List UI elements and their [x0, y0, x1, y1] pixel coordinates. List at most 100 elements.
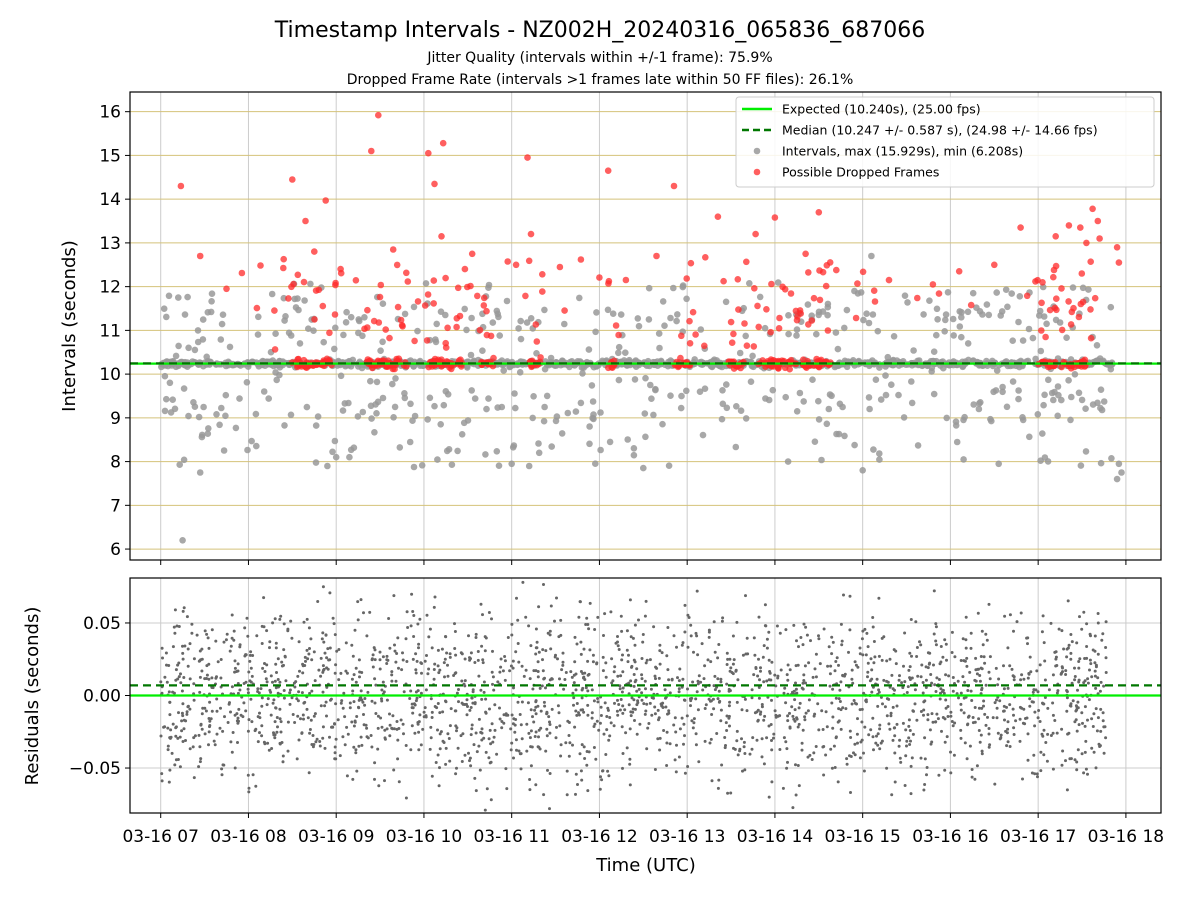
- interval-point: [1036, 307, 1044, 315]
- intervals-plot-frame: [129, 91, 1162, 561]
- residual-point: [1003, 614, 1007, 618]
- residual-point: [499, 665, 503, 669]
- residual-point: [446, 663, 449, 667]
- residual-point: [378, 650, 382, 654]
- residual-point: [852, 699, 856, 702]
- residual-point: [629, 635, 633, 639]
- residual-point: [455, 726, 459, 730]
- residual-point: [171, 645, 175, 649]
- residual-point: [278, 680, 282, 684]
- residual-point: [725, 651, 729, 655]
- residual-point: [909, 739, 912, 743]
- residual-point: [875, 677, 879, 681]
- residual-point: [254, 784, 258, 788]
- residual-point: [640, 657, 644, 660]
- residual-point: [1033, 772, 1037, 776]
- residual-point: [160, 772, 164, 776]
- residual-point: [575, 702, 579, 705]
- residual-point: [524, 615, 528, 619]
- residual-point: [180, 729, 184, 733]
- residual-point: [953, 721, 957, 725]
- residual-point: [653, 674, 657, 678]
- interval-point: [930, 390, 938, 398]
- residual-point: [881, 702, 884, 706]
- residual-point: [413, 731, 417, 735]
- residual-point: [932, 663, 935, 667]
- residual-point: [274, 706, 278, 710]
- residual-point: [895, 704, 899, 708]
- residual-point: [574, 772, 578, 776]
- residual-point: [273, 720, 277, 724]
- residual-point: [245, 616, 249, 620]
- residual-point: [797, 645, 800, 649]
- residual-point: [618, 708, 622, 712]
- residual-point: [430, 646, 434, 650]
- residual-point: [352, 724, 356, 728]
- residual-point: [879, 695, 883, 699]
- dropped-frame-point: [612, 322, 620, 329]
- residual-point: [354, 666, 358, 670]
- residual-point: [517, 660, 521, 664]
- residual-point: [261, 666, 265, 670]
- residual-point: [177, 625, 181, 628]
- residual-point: [677, 687, 681, 691]
- residual-point: [971, 716, 975, 719]
- residual-point: [924, 686, 928, 689]
- residual-point: [580, 778, 584, 782]
- interval-point: [485, 395, 492, 402]
- residual-point: [803, 718, 807, 722]
- interval-point: [969, 289, 977, 297]
- dropped-frame-point: [337, 265, 344, 273]
- interval-point: [508, 460, 515, 468]
- residual-point: [751, 736, 755, 740]
- residual-point: [786, 714, 790, 718]
- residual-point: [950, 651, 954, 654]
- residual-point: [534, 730, 538, 734]
- residual-point: [588, 601, 592, 605]
- residual-point: [822, 745, 826, 748]
- residual-point: [321, 690, 325, 694]
- residual-point: [750, 696, 754, 700]
- residual-point: [348, 701, 352, 705]
- residual-point: [1008, 703, 1012, 707]
- dropped-frame-point: [1038, 299, 1045, 307]
- residual-point: [602, 732, 606, 736]
- residual-point: [782, 736, 786, 740]
- interval-point: [445, 446, 453, 453]
- residual-point: [797, 784, 801, 788]
- residual-point: [852, 751, 855, 755]
- residual-point: [800, 748, 804, 752]
- residual-point: [461, 732, 465, 736]
- residual-point: [198, 760, 202, 764]
- residual-point: [907, 718, 911, 722]
- residual-point: [1034, 688, 1038, 692]
- residual-point: [811, 675, 815, 679]
- residual-point: [934, 622, 938, 626]
- interval-point: [254, 331, 262, 338]
- interval-point: [305, 325, 312, 333]
- residual-point: [541, 648, 545, 652]
- interval-point: [960, 456, 967, 463]
- residual-point: [721, 616, 725, 620]
- residual-point: [682, 722, 686, 726]
- residual-point: [1082, 771, 1086, 775]
- residual-point: [630, 664, 634, 668]
- interval-point: [1107, 303, 1115, 311]
- residual-point: [996, 683, 1000, 687]
- residual-point: [1054, 664, 1058, 668]
- interval-point: [1040, 313, 1048, 320]
- residual-point: [1099, 680, 1103, 684]
- dropped-frame-point: [253, 304, 261, 312]
- residual-point: [809, 639, 812, 643]
- interval-point: [171, 405, 179, 413]
- residual-point: [1051, 767, 1055, 771]
- interval-point: [1082, 448, 1090, 455]
- x-tick-label: 03-16 08: [210, 827, 286, 847]
- dropped-frame-point: [352, 277, 360, 284]
- residual-point: [934, 720, 938, 724]
- interval-point: [172, 352, 180, 360]
- residual-point: [909, 792, 913, 796]
- residual-point: [697, 760, 701, 764]
- residual-point: [703, 707, 707, 710]
- residual-point: [359, 598, 363, 602]
